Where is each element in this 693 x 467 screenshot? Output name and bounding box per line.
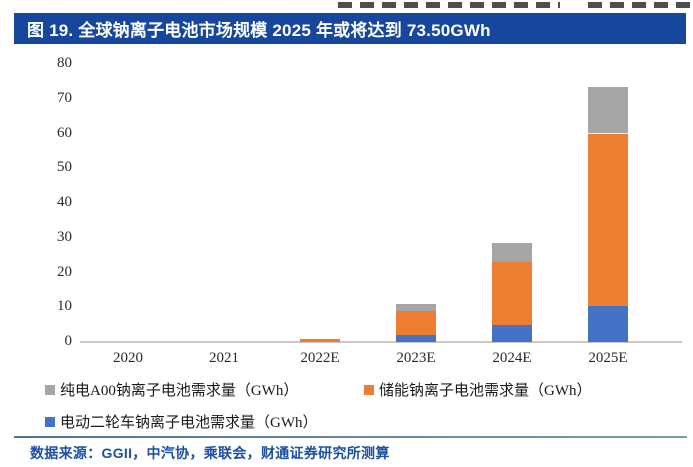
legend-label: 电动二轮车钠离子电池需求量（GWh） — [60, 415, 318, 431]
bar-segment — [492, 262, 532, 325]
x-axis-category-label: 2020 — [113, 350, 143, 366]
x-axis-category-label: 2025E — [588, 350, 628, 366]
x-axis-line — [80, 341, 682, 343]
legend-item: 纯电A00钠离子电池需求量（GWh） — [45, 379, 298, 400]
x-axis-category-label: 2023E — [396, 350, 436, 366]
bar-segment — [396, 335, 436, 342]
divider-line — [14, 436, 687, 438]
y-axis-tick-label: 70 — [57, 89, 72, 106]
y-axis-tick-label: 60 — [57, 124, 72, 141]
legend-label: 储能钠离子电池需求量（GWh） — [379, 383, 592, 399]
bar-segment — [588, 86, 628, 134]
figure-title-bar: 图 19. 全球钠离子电池市场规模 2025 年或将达到 73.50GWh — [14, 13, 686, 44]
y-axis-tick-label: 0 — [64, 333, 73, 349]
bar-segment — [588, 305, 628, 342]
legend-color-swatch — [45, 384, 55, 395]
legend-color-swatch — [45, 416, 55, 427]
legend-item: 电动二轮车钠离子电池需求量（GWh） — [45, 411, 318, 432]
y-axis-tick-label: 30 — [57, 228, 72, 245]
legend-color-swatch — [364, 384, 374, 395]
clipped-text-artifact — [338, 2, 560, 8]
y-axis-tick-label: 80 — [57, 55, 72, 71]
bar-segment — [588, 133, 628, 306]
x-axis-category-label: 2021 — [209, 350, 239, 366]
y-axis-tick-label: 50 — [57, 159, 72, 176]
x-axis-category-label: 2022E — [300, 350, 340, 366]
bar-segment — [492, 242, 532, 263]
y-axis-tick-label: 20 — [57, 263, 72, 280]
bar-segment — [492, 324, 532, 342]
y-axis-tick-label: 40 — [57, 194, 72, 210]
figure-title: 图 19. 全球钠离子电池市场规模 2025 年或将达到 73.50GWh — [27, 21, 491, 40]
bar-segment — [396, 310, 436, 336]
bar-segment — [300, 338, 340, 342]
x-axis-category-label: 2024E — [492, 350, 532, 366]
clipped-text-artifact — [588, 2, 690, 8]
legend-item: 储能钠离子电池需求量（GWh） — [364, 379, 592, 400]
data-source-note: 数据来源：GGII，中汽协，乘联会，财通证券研究所测算 — [30, 445, 390, 461]
legend-label: 纯电A00钠离子电池需求量（GWh） — [60, 383, 299, 399]
y-axis-tick-label: 10 — [57, 298, 72, 315]
bar-segment — [396, 303, 436, 311]
